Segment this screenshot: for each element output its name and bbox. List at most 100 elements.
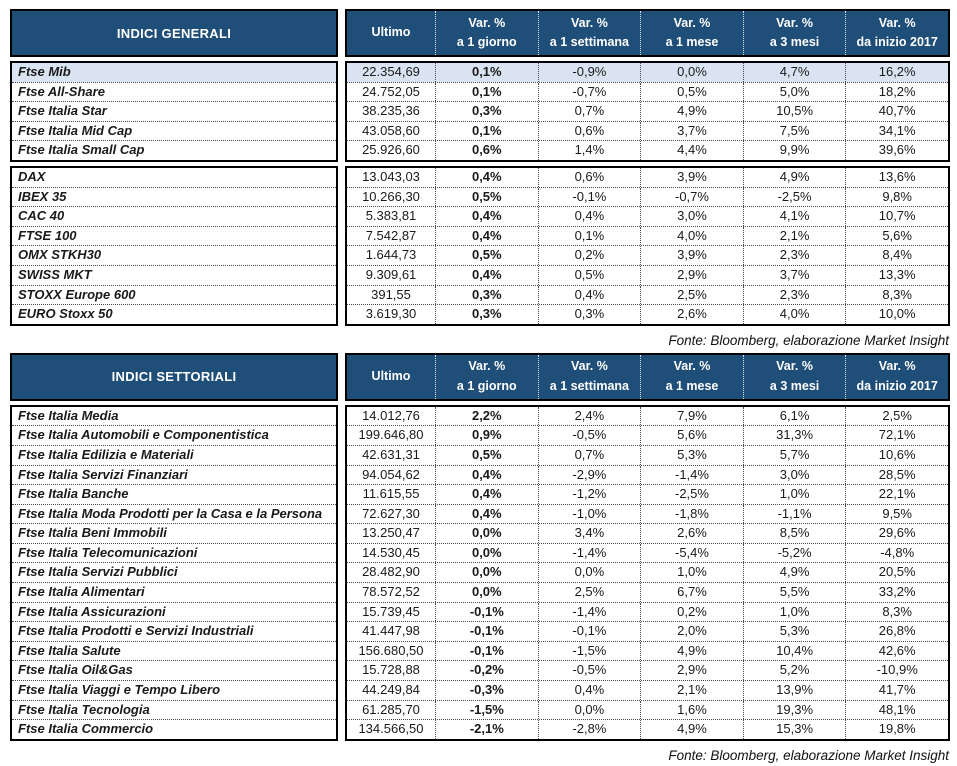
var-3m-value: 4,7% [742, 63, 846, 82]
var-1m-value: 3,9% [640, 167, 743, 187]
var-3m-value: -5,2% [742, 543, 846, 563]
var-1m-value: 4,0% [640, 226, 743, 246]
ultimo-value: 5.383,81 [365, 208, 417, 224]
var-1d-value: -0,2% [435, 661, 538, 681]
index-data-row: 134.566,50 -2,1% -2,8% 4,9% 15,3% 19,8% [347, 719, 948, 739]
ultimo-value: 156.680,50 [358, 642, 424, 658]
index-data-row: 43.058,60 0,1% 0,6% 3,7% 7,5% 34,1% [347, 120, 948, 141]
ultimo-value: 42.631,31 [362, 446, 420, 462]
column-gap [338, 166, 345, 326]
index-name: Ftse Italia Oil&Gas [12, 660, 336, 680]
period-label: a 1 settimana [549, 35, 629, 49]
index-name: Ftse Italia Servizi Finanziari [12, 464, 336, 485]
column-header-var-3m: Var. % a 3 mesi [742, 11, 846, 55]
var-1w-value: 0,7% [537, 102, 641, 121]
table-body: Ftse Italia Media Ftse Italia Automobili … [10, 404, 950, 741]
var-3m-value: 5,5% [742, 583, 846, 602]
index-data-row: 3.619,30 0,3% 0,3% 2,6% 4,0% 10,0% [347, 304, 948, 324]
index-data-row: 156.680,50 -0,1% -1,5% 4,9% 10,4% 42,6% [347, 640, 948, 661]
var-ytd-value: 34,1% [845, 121, 948, 141]
var-1w-value: 0,0% [537, 563, 641, 583]
index-names-column: DAX IBEX 35 CAC 40 FTSE 100 OMX STKH30 SWISS … [10, 165, 338, 326]
var-1d-value: 0,0% [435, 543, 538, 563]
ultimo-value: 38.235,36 [362, 103, 420, 119]
var-1d-value: 0,5% [435, 246, 538, 265]
index-data-row: 5.383,81 0,4% 0,4% 3,0% 4,1% 10,7% [347, 206, 948, 226]
ultimo-value: 14.530,45 [362, 544, 420, 560]
var-1w-value: -0,9% [537, 63, 641, 82]
column-header-ultimo: Ultimo [371, 25, 411, 40]
index-data-row: 15.728,88 -0,2% -0,5% 2,9% 5,2% -10,9% [347, 660, 948, 681]
index-name: SWISS MKT [12, 264, 336, 285]
var-1d-value: 0,3% [435, 285, 538, 305]
var-1m-value: 2,5% [640, 285, 743, 305]
var-1d-value: 0,5% [435, 445, 538, 465]
var-3m-value: -2,5% [742, 187, 846, 207]
var-ytd-value: 28,5% [845, 465, 948, 485]
var-1m-value: 0,5% [640, 82, 743, 102]
var-3m-value: 5,3% [742, 622, 846, 641]
ultimo-value: 44.249,84 [362, 682, 420, 698]
var-1d-value: -0,3% [435, 681, 538, 700]
index-table-settoriali: INDICI SETTORIALI Ultimo Var. % a 1 gior… [10, 352, 950, 766]
var-1m-value: -2,5% [640, 485, 743, 504]
var-3m-value: 10,5% [742, 102, 846, 121]
ultimo-value: 11.615,55 [362, 486, 420, 502]
var-1d-value: 0,4% [435, 465, 538, 485]
column-gap [338, 353, 345, 401]
var-1m-value: 2,1% [640, 681, 743, 700]
table-title: INDICI GENERALI [10, 9, 338, 57]
ultimo-value: 28.482,90 [362, 564, 420, 580]
ultimo-value: 134.566,50 [358, 721, 424, 737]
var-1d-value: 0,0% [435, 563, 538, 583]
var-1w-value: 0,5% [537, 265, 641, 285]
var-label: Var. % [468, 359, 506, 374]
var-1d-value: 2,2% [435, 406, 538, 426]
index-name: Ftse Italia Commercio [12, 719, 336, 739]
index-name: Ftse Italia Servizi Pubblici [12, 562, 336, 582]
table-header-row: INDICI GENERALI Ultimo Var. % a 1 giorno… [10, 9, 950, 57]
var-1m-value: 7,9% [640, 406, 743, 426]
var-ytd-value: 8,3% [845, 602, 948, 622]
var-1w-value: 0,4% [537, 681, 641, 700]
var-ytd-value: 72,1% [845, 426, 948, 445]
var-3m-value: 19,3% [742, 700, 846, 720]
var-ytd-value: 41,7% [845, 681, 948, 700]
index-name: Ftse Italia Star [12, 101, 336, 121]
var-1m-value: 3,7% [640, 121, 743, 141]
var-1w-value: -1,4% [537, 543, 641, 563]
index-data-row: 7.542,87 0,4% 0,1% 4,0% 2,1% 5,6% [347, 225, 948, 246]
var-3m-value: 3,7% [742, 265, 846, 285]
index-data-row: 41.447,98 -0,1% -0,1% 2,0% 5,3% 26,8% [347, 621, 948, 641]
index-name: Ftse Italia Moda Prodotti per la Casa e … [12, 503, 336, 524]
data-column-headers: Ultimo Var. % a 1 giorno Var. % a 1 sett… [345, 9, 950, 57]
index-values-column: 22.354,69 0,1% -0,9% 0,0% 4,7% 16,2% 24.752,05… [345, 61, 950, 162]
index-data-row: 10.266,30 0,5% -0,1% -0,7% -2,5% 9,8% [347, 186, 948, 207]
var-label: Var. % [673, 359, 711, 374]
period-label: da inizio 2017 [856, 35, 938, 49]
var-1m-value: 3,0% [640, 207, 743, 226]
var-1d-value: 0,4% [435, 485, 538, 504]
var-ytd-value: 19,8% [845, 720, 948, 739]
var-1d-value: 0,4% [435, 265, 538, 285]
var-label: Var. % [878, 359, 916, 374]
index-data-row: 1.644,73 0,5% 0,2% 3,9% 2,3% 8,4% [347, 245, 948, 265]
index-name: Ftse Italia Prodotti e Servizi Industria… [12, 621, 336, 641]
index-name: Ftse Italia Telecomunicazioni [12, 542, 336, 563]
index-values-column: 14.012,76 2,2% 2,4% 7,9% 6,1% 2,5% 199.646,80 0… [345, 404, 950, 741]
ultimo-value: 22.354,69 [362, 64, 420, 79]
var-1d-value: 0,1% [435, 82, 538, 102]
var-1d-value: 0,9% [435, 426, 538, 445]
var-1w-value: -0,1% [537, 187, 641, 207]
var-label: Var. % [878, 15, 916, 30]
var-1m-value: 4,9% [640, 641, 743, 661]
var-ytd-value: 8,4% [845, 246, 948, 265]
var-1d-value: 0,6% [435, 141, 538, 160]
var-1d-value: 0,0% [435, 583, 538, 602]
index-name: FTSE 100 [12, 225, 336, 246]
index-block: Ftse Mib Ftse All-Share Ftse Italia Star Ft… [10, 61, 950, 162]
index-name: OMX STKH30 [12, 245, 336, 265]
var-ytd-value: 2,5% [845, 406, 948, 426]
var-3m-value: 3,0% [742, 465, 846, 485]
var-1m-value: 2,0% [640, 622, 743, 641]
